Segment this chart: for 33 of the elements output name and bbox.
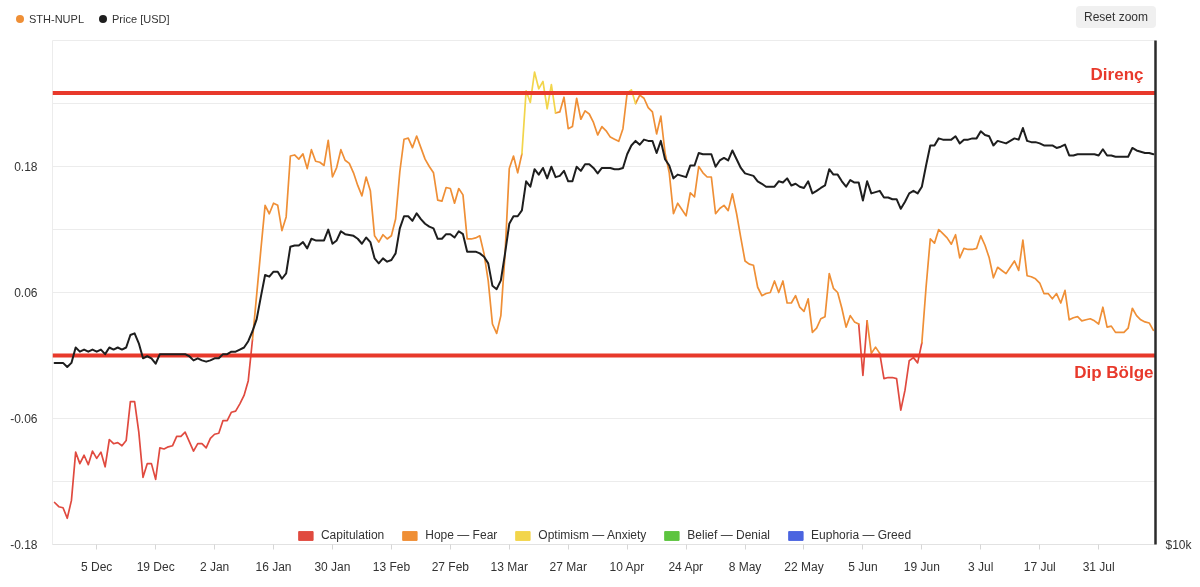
y-tick-label: -0.18 [10,538,38,552]
x-tick-label: 2 Jan [199,559,230,574]
legend-label: Price [USD] [111,12,170,26]
x-tick-label: 13 Feb [372,559,411,574]
x-tick-label: 22 May [784,559,824,574]
x-tick-label: 24 Apr [668,559,704,574]
x-tick-label: 5 Jun [848,559,878,574]
legend-label: Optimism — Anxiety [538,528,647,542]
legend-label: STH-NUPL [28,12,85,26]
legend-label: Euphoria — Greed [811,528,912,542]
ref-line-label: Direnç [1090,65,1144,84]
x-tick-label: 3 Jul [968,559,994,574]
text: Reset zoom [1075,6,1156,28]
x-tick-label: 27 Mar [549,559,587,574]
x-tick-label: 30 Jan [314,559,351,574]
text: $10k [1165,537,1193,552]
x-tick-label: 17 Jul [1023,559,1056,574]
legend-label: Belief — Denial [687,528,771,542]
x-tick-label: 10 Apr [609,559,645,574]
x-tick-label: 16 Jan [255,559,292,574]
x-tick-label: 19 Jun [903,559,940,574]
x-tick-label: 8 May [728,559,762,574]
x-tick-label: 19 Dec [136,559,175,574]
legend-label: Hope — Fear [425,528,498,542]
x-tick-label: 31 Jul [1082,559,1115,574]
y-tick-label: 0.18 [14,160,38,174]
y-tick-label: 0.06 [14,286,38,300]
x-tick-label: 13 Mar [490,559,528,574]
x-tick-label: 5 Dec [81,559,113,574]
x-tick-label: 27 Feb [431,559,470,574]
ref-line-label: Dip Bölge [1074,362,1154,382]
legend-label: Capitulation [320,528,385,542]
y-tick-label: -0.06 [10,412,38,426]
